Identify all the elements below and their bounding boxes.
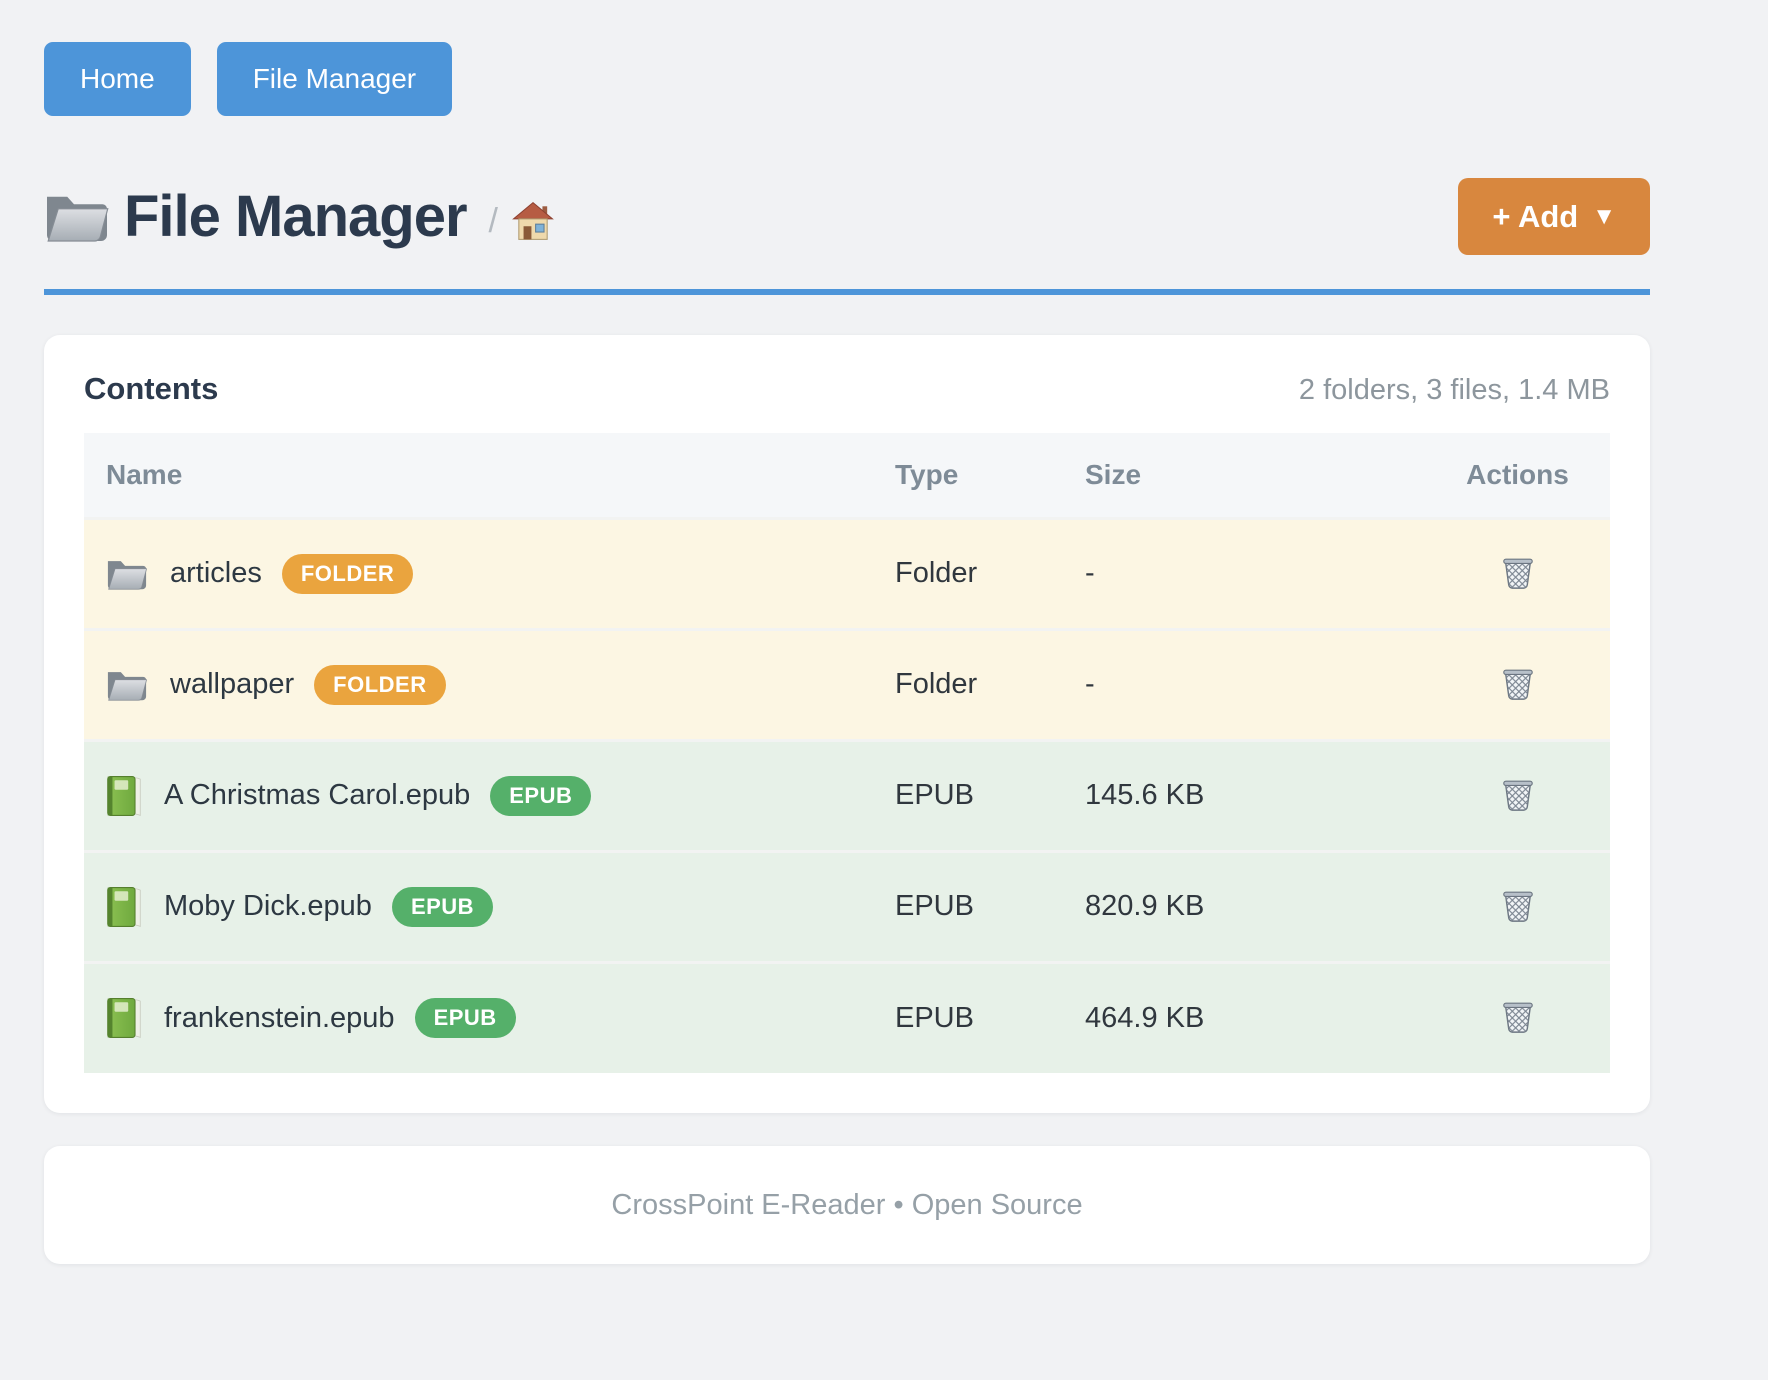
delete-button[interactable] [1495,550,1541,594]
actions-cell [1425,962,1610,1073]
contents-card-header: Contents 2 folders, 3 files, 1.4 MB [84,371,1610,407]
type-cell: EPUB [895,890,974,922]
table-row: Moby Dick.epub EPUB EPUB 820.9 KB [84,851,1610,962]
nav-home-button[interactable]: Home [44,42,191,116]
contents-card: Contents 2 folders, 3 files, 1.4 MB Name… [44,335,1650,1113]
actions-cell [1425,740,1610,851]
item-name-link[interactable]: A Christmas Carol.epub [164,779,471,811]
top-nav: Home File Manager [44,0,1650,116]
page-header: File Manager / + Add ▼ [44,178,1650,255]
column-header-actions: Actions [1425,433,1610,518]
contents-title: Contents [84,371,219,406]
type-badge: FOLDER [281,553,414,594]
page-container: Home File Manager File Manager / + Add ▼… [44,0,1650,1264]
type-badge: EPUB [414,998,516,1039]
trash-icon [1499,998,1537,1034]
size-cell: - [1085,557,1095,589]
item-name-link[interactable]: articles [170,557,262,589]
type-badge: EPUB [391,886,494,927]
type-badge: EPUB [490,775,592,816]
actions-cell [1425,629,1610,740]
item-name-link[interactable]: wallpaper [170,668,295,700]
book-icon [106,886,142,928]
name-cell: A Christmas Carol.epub EPUB [84,740,895,851]
folder-icon [106,556,148,592]
trash-icon [1499,887,1537,923]
contents-table: Name Type Size Actions articles FOLDER Fol… [84,433,1610,1073]
table-row: wallpaper FOLDER Folder - [84,629,1610,740]
column-header-type: Type [895,433,1085,518]
add-button-label: + Add [1492,199,1579,234]
table-header: Name Type Size Actions [84,433,1610,518]
type-cell: EPUB [895,779,974,811]
actions-cell [1425,851,1610,962]
contents-summary: 2 folders, 3 files, 1.4 MB [1298,374,1610,406]
type-badge: FOLDER [314,664,446,705]
delete-button[interactable] [1495,772,1541,816]
size-cell: 820.9 KB [1085,890,1205,922]
trash-icon [1499,665,1537,701]
title-divider [44,289,1650,295]
type-cell: EPUB [895,1001,974,1034]
delete-button[interactable] [1495,883,1541,927]
folder-icon [44,190,110,244]
size-cell: 464.9 KB [1085,1001,1205,1034]
name-cell: frankenstein.epub EPUB [84,962,895,1073]
size-cell: 145.6 KB [1085,779,1205,811]
footer: CrossPoint E-Reader • Open Source [44,1146,1650,1264]
footer-text: CrossPoint E-Reader • Open Source [611,1188,1083,1221]
trash-icon [1499,554,1537,590]
folder-icon [106,667,148,703]
name-cell: articles FOLDER [84,518,895,629]
delete-button[interactable] [1495,994,1541,1038]
name-cell: Moby Dick.epub EPUB [84,851,895,962]
type-cell: Folder [895,557,978,589]
breadcrumb-separator: / [488,202,498,240]
item-name-link[interactable]: Moby Dick.epub [164,890,372,922]
type-cell: Folder [895,668,978,700]
table-row: frankenstein.epub EPUB EPUB 464.9 KB [84,962,1610,1073]
home-icon[interactable] [512,201,554,241]
book-icon [106,997,142,1039]
book-icon [106,775,142,817]
nav-file-manager-button[interactable]: File Manager [216,42,453,116]
title-group: File Manager / [44,183,554,250]
column-header-size: Size [1085,433,1425,518]
actions-cell [1425,518,1610,629]
table-row: A Christmas Carol.epub EPUB EPUB 145.6 KB [84,740,1610,851]
delete-button[interactable] [1495,661,1541,705]
trash-icon [1499,776,1537,812]
table-row: articles FOLDER Folder - [84,518,1610,629]
size-cell: - [1085,668,1095,700]
caret-down-icon: ▼ [1592,202,1616,230]
item-name-link[interactable]: frankenstein.epub [164,1001,395,1034]
name-cell: wallpaper FOLDER [84,629,895,740]
add-button[interactable]: + Add ▼ [1458,178,1650,255]
column-header-name: Name [84,433,895,518]
page-title: File Manager [124,184,468,249]
